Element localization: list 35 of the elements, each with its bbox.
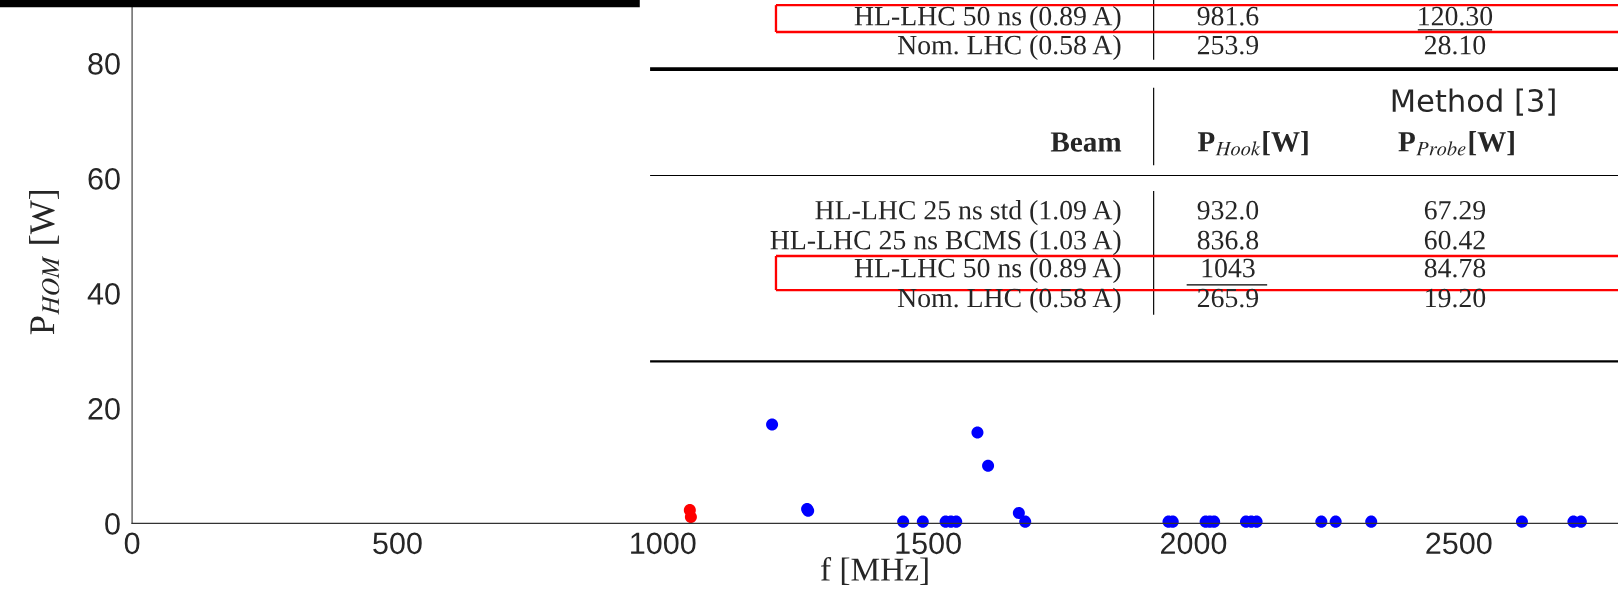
y-tick-label: 40 — [87, 283, 120, 305]
annotation: 67.29 — [1424, 200, 1486, 220]
y-tick-label: 0 — [105, 513, 120, 535]
x-tick-label: 2000 — [1161, 532, 1227, 555]
annotation: Nom. LHC (0.58 A) — [897, 287, 1121, 313]
annotation: 28.10 — [1424, 35, 1486, 55]
annotation: HL-LHC 50 ns (0.89 A) — [854, 257, 1121, 284]
annotation: 19.20 — [1426, 288, 1486, 308]
annotation: 932.0 — [1197, 200, 1259, 220]
y-tick-label: 80 — [88, 53, 120, 75]
annotation: Nom. LHC (0.58 A) — [897, 34, 1121, 61]
x-tick-label: 0 — [124, 532, 140, 555]
annotation: 981.6 — [1197, 6, 1259, 26]
annotation: P$_{Probe}$[W] — [1398, 131, 1514, 156]
annotation: HL-LHC 25 ns std (1.09 A) — [815, 200, 1121, 226]
annotation: 836.8 — [1197, 230, 1259, 250]
x-tick-label: 1000 — [631, 532, 696, 555]
annotation: 120.30 — [1419, 6, 1493, 26]
annotation: Beam — [1050, 132, 1122, 152]
annotation: HL-LHC 25 ns BCMS (1.03 A) — [770, 229, 1121, 256]
y-axis-title: P$_{HOM}$ [W] — [29, 190, 60, 335]
annotation: 265.9 — [1197, 288, 1259, 308]
x-tick-label: 2500 — [1426, 532, 1492, 555]
annotation: 1043 — [1202, 258, 1255, 278]
x-tick-label: 1500 — [896, 532, 961, 555]
annotation: P$_{Hook}$[W] — [1197, 131, 1308, 156]
x-axis-title: f [MHz] — [821, 557, 928, 585]
annotation: HL-LHC 50 ns (0.89 A) — [854, 5, 1121, 32]
annotation: 60.42 — [1424, 230, 1485, 250]
y-tick-label: 20 — [88, 398, 120, 420]
y-tick-label: 60 — [88, 168, 120, 190]
annotation: 253.9 — [1197, 35, 1259, 55]
annotation: 84.78 — [1424, 258, 1486, 278]
x-tick-label: 500 — [373, 532, 422, 555]
annotation: Method [3] — [1392, 88, 1555, 116]
